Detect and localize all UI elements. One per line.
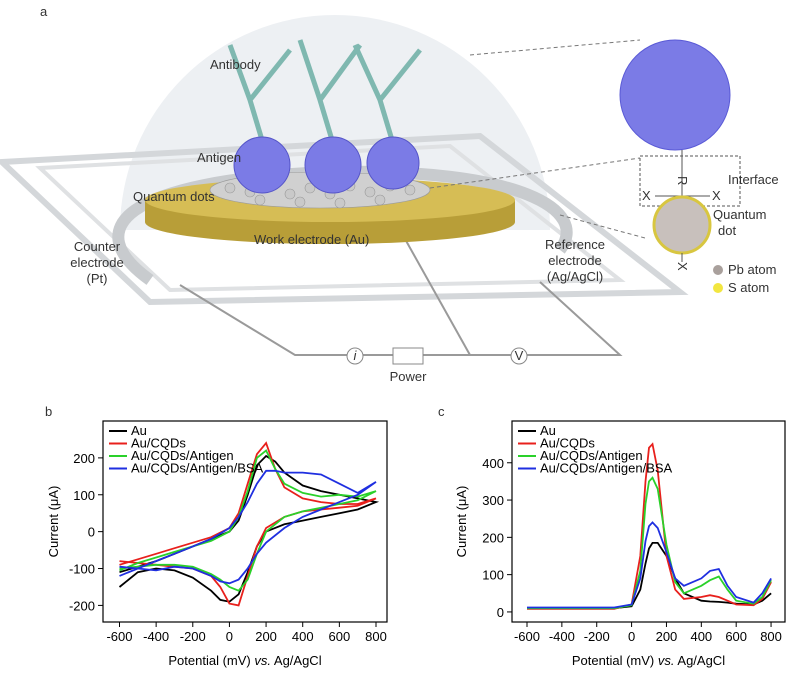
zoom-line <box>469 39 641 56</box>
legend-label: Au <box>131 423 147 438</box>
x-tick-label: -600 <box>514 629 540 644</box>
y-tick-label: 0 <box>497 605 504 620</box>
x-tick-label: -600 <box>106 629 132 644</box>
chart: -600 -400 -200 0 200 400 600 800 0 100 200 300 400 Au… <box>454 420 786 668</box>
label: R <box>675 176 690 185</box>
antigens <box>233 136 420 194</box>
label: X <box>642 188 651 203</box>
zoom-line <box>429 157 641 189</box>
legend-label: Au/CQDs/Antigen/BSA <box>540 461 673 476</box>
diagram: a Antibody Antigen Quantum dots Work ele… <box>0 4 779 384</box>
x-tick-label: -200 <box>584 629 610 644</box>
label: i <box>354 348 358 363</box>
x-axis-label-part: Potential (mV) <box>168 653 254 668</box>
legend-label: Au/CQDs/Antigen <box>131 448 234 463</box>
label: Quantum dots <box>133 189 215 204</box>
antigen-zoom <box>619 39 731 151</box>
label: Antigen <box>197 150 241 165</box>
legend-label: Au/CQDs <box>540 436 595 451</box>
legend-label: Au/CQDs/Antigen/BSA <box>131 461 264 476</box>
x-axis-label-part: Ag/AgCl <box>675 653 726 668</box>
x-tick-label: 0 <box>226 629 233 644</box>
label: S atom <box>728 280 769 295</box>
x-tick-label: 400 <box>292 629 314 644</box>
label: X <box>712 188 721 203</box>
x-tick-label: 200 <box>656 629 678 644</box>
x-tick-label: 800 <box>760 629 782 644</box>
voltmeter <box>510 347 528 365</box>
panel-label: a <box>40 4 48 19</box>
x-axis-label-part: vs. <box>658 653 675 668</box>
x-tick-label: -200 <box>180 629 206 644</box>
x-tick-label: 600 <box>329 629 351 644</box>
legend-label: Au/CQDs/Antigen <box>540 448 643 463</box>
panel-label: c <box>438 404 445 419</box>
label: Interface <box>728 172 779 187</box>
label: Antibody <box>210 57 261 72</box>
label: X <box>675 262 690 271</box>
series-line <box>119 469 377 585</box>
x-tick-label: 600 <box>725 629 747 644</box>
x-tick-label: -400 <box>143 629 169 644</box>
x-axis-label-part: Ag/AgCl <box>271 653 322 668</box>
wire <box>399 229 471 356</box>
label: Power <box>390 369 428 384</box>
antibodies <box>227 39 422 151</box>
label: Quantum <box>713 207 766 222</box>
legend-label: Au <box>540 423 556 438</box>
label: Reference <box>545 237 605 252</box>
x-tick-label: 200 <box>255 629 277 644</box>
label: electrode <box>548 253 601 268</box>
pb-atom-icon <box>713 265 723 275</box>
series-line <box>527 476 772 610</box>
y-tick-label: 100 <box>482 568 504 583</box>
x-axis-label-part: vs. <box>254 653 271 668</box>
legend-label: Au/CQDs <box>131 436 186 451</box>
y-tick-label: 100 <box>73 488 95 503</box>
chart: -600 -400 -200 0 200 400 600 800 -200 -100 0 100 200… <box>46 420 388 668</box>
quantum-dot <box>652 195 712 255</box>
label: (Ag/AgCl) <box>547 269 603 284</box>
label: Work electrode (Au) <box>254 232 369 247</box>
y-tick-label: 400 <box>482 456 504 471</box>
panel-label: b <box>45 404 52 419</box>
ammeter <box>346 347 364 365</box>
label: Pb atom <box>728 262 776 277</box>
zoom-line <box>559 214 646 239</box>
series-line <box>527 521 772 609</box>
x-tick-label: 400 <box>690 629 712 644</box>
y-tick-label: 300 <box>482 493 504 508</box>
plot-frame <box>511 420 786 623</box>
wire <box>179 281 623 356</box>
y-tick-label: -200 <box>69 598 95 613</box>
label: V <box>515 348 524 363</box>
x-axis-label-part: Potential (mV) <box>572 653 658 668</box>
y-tick-label: 200 <box>482 530 504 545</box>
x-tick-label: 800 <box>365 629 387 644</box>
y-axis-label: Current (μA) <box>46 486 61 558</box>
y-tick-label: -100 <box>69 562 95 577</box>
label: dot <box>718 223 736 238</box>
x-axis-label: Potential (mV) vs. Ag/AgCl <box>572 653 725 668</box>
series-line <box>119 449 377 592</box>
y-tick-label: 200 <box>73 451 95 466</box>
label: Counter <box>74 239 121 254</box>
power-box <box>392 347 424 365</box>
x-axis-label: Potential (mV) vs. Ag/AgCl <box>168 653 321 668</box>
plot-frame <box>102 420 388 623</box>
label: electrode <box>70 255 123 270</box>
y-tick-label: 0 <box>88 525 95 540</box>
y-axis-label: Current (μA) <box>454 486 469 558</box>
label: (Pt) <box>87 271 108 286</box>
s-atom-icon <box>713 283 723 293</box>
x-tick-label: 0 <box>628 629 635 644</box>
x-tick-label: -400 <box>549 629 575 644</box>
